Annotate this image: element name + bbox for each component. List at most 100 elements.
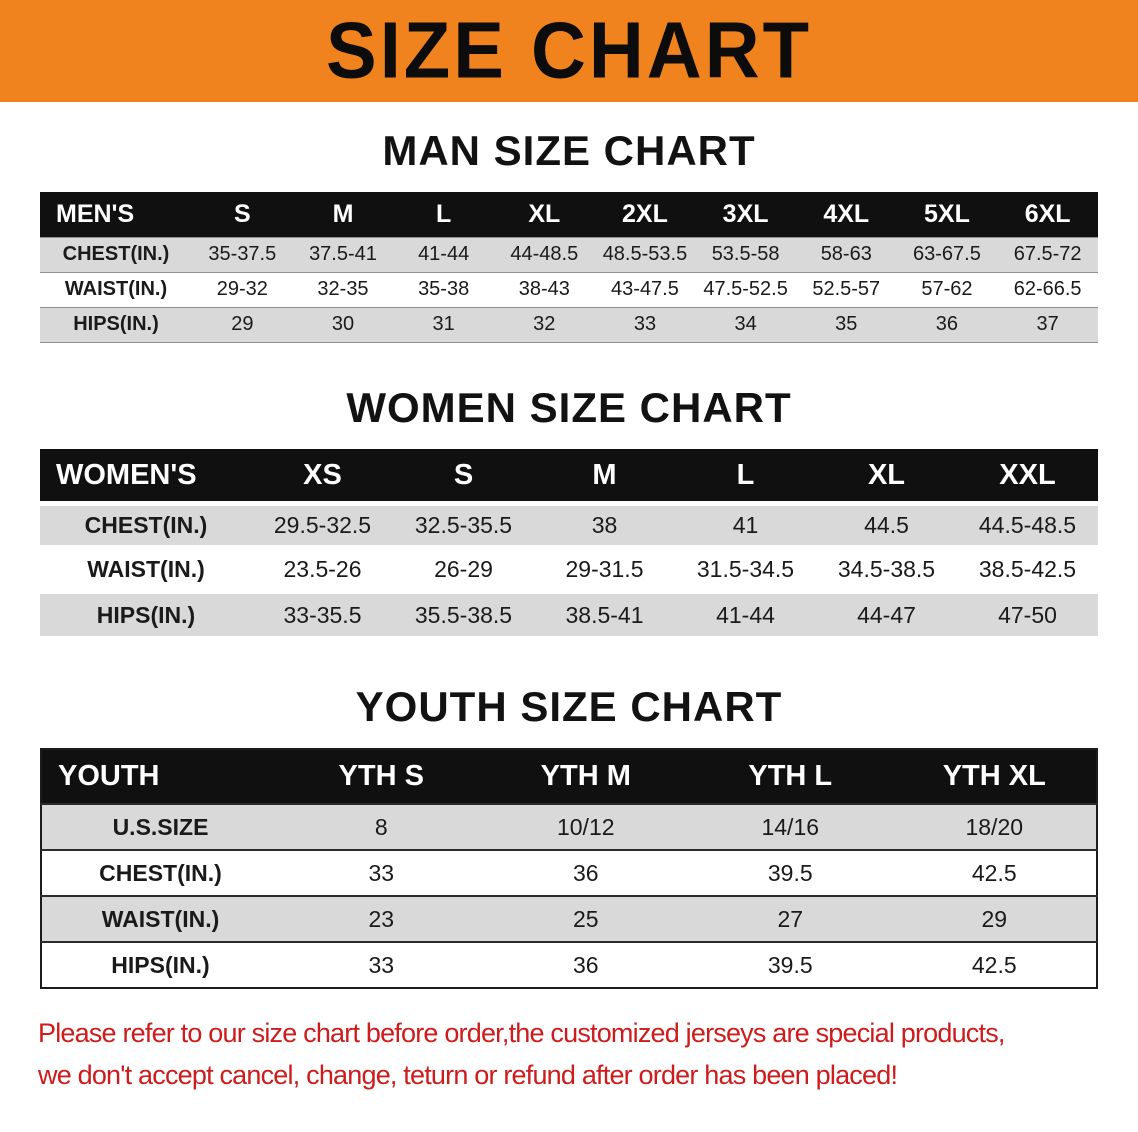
size-value-cell: 58-63 [795, 236, 897, 273]
table-title-cell: MEN'S [56, 199, 135, 228]
table-row: HIPS(IN.) 33 36 39.5 42.5 [41, 941, 1097, 989]
table-header-row: YOUTH YTH S YTH M YTH L YTH XL [41, 749, 1097, 805]
size-value-cell: 33-35.5 [252, 589, 393, 636]
size-column-header: 4XL [823, 199, 870, 228]
size-value-cell: 31 [393, 306, 494, 343]
size-value-cell: 29-32 [192, 271, 293, 308]
size-value-cell: 29.5-32.5 [252, 501, 393, 548]
size-value-cell: 29-31.5 [534, 545, 675, 592]
women-size-chart-heading: WOMEN SIZE CHART [346, 383, 792, 431]
table-row: HIPS(IN.) 29 30 31 32 33 34 35 36 37 [40, 306, 1098, 343]
size-column-header: L [436, 199, 452, 228]
size-value-cell: 14/16 [688, 803, 893, 851]
size-column-header: L [736, 458, 755, 491]
youth-size-chart-section: YOUTH SIZE CHART YOUTH YTH S YTH M YTH L YTH… [0, 683, 1138, 990]
table-row: WAIST(IN.) 23 25 27 29 [41, 895, 1097, 943]
size-value-cell: 33 [594, 306, 696, 343]
size-value-cell: 41-44 [393, 236, 494, 273]
size-column-header: 6XL [1024, 199, 1071, 228]
size-chart-banner: SIZE CHART [0, 0, 1138, 102]
size-value-cell: 37.5-41 [292, 236, 394, 273]
size-value-cell: 27 [688, 895, 893, 943]
size-column-header: XXL [999, 458, 1056, 491]
women-size-chart-section: WOMEN SIZE CHART WOMEN'S XS S M L XL XXL CHEST(… [0, 383, 1138, 636]
size-chart-page: SIZE CHART MAN SIZE CHART MEN'S S M L XL 2XL 3… [0, 0, 1138, 1097]
size-value-cell: 32-35 [292, 271, 394, 308]
table-header-row: MEN'S S M L XL 2XL 3XL 4XL 5XL 6XL [40, 192, 1098, 238]
size-value-cell: 35 [795, 306, 897, 343]
size-value-cell: 39.5 [688, 849, 893, 897]
size-value-cell: 53.5-58 [695, 236, 796, 273]
size-value-cell: 25 [483, 895, 688, 943]
size-value-cell: 8 [279, 803, 484, 851]
size-column-header: YTH S [338, 760, 424, 793]
size-column-header: YTH XL [942, 760, 1046, 793]
size-value-cell: 26-29 [393, 545, 534, 592]
size-value-cell: 52.5-57 [795, 271, 897, 308]
measurement-label: WAIST(IN.) [40, 271, 192, 308]
size-value-cell: 31.5-34.5 [675, 545, 816, 592]
size-column-header: XL [528, 199, 561, 228]
size-value-cell: 35-37.5 [192, 236, 293, 273]
size-column-header: YTH L [748, 760, 833, 793]
size-value-cell: 29 [192, 306, 293, 343]
size-value-cell: 33 [279, 941, 484, 989]
size-column-header: 2XL [622, 199, 668, 228]
measurement-label: CHEST(IN.) [40, 236, 192, 273]
size-column-header: YTH M [540, 760, 631, 793]
measurement-label: HIPS(IN.) [41, 941, 279, 989]
size-value-cell: 32.5-35.5 [393, 501, 534, 548]
table-row: HIPS(IN.) 33-35.5 35.5-38.5 38.5-41 41-44 44-… [40, 589, 1098, 636]
size-value-cell: 41 [675, 501, 816, 548]
size-value-cell: 47-50 [957, 589, 1098, 636]
size-value-cell: 63-67.5 [896, 236, 998, 273]
size-value-cell: 41-44 [675, 589, 816, 636]
size-value-cell: 36 [483, 849, 688, 897]
size-value-cell: 67.5-72 [997, 236, 1098, 273]
size-value-cell: 44.5-48.5 [957, 501, 1098, 548]
table-row: WAIST(IN.) 23.5-26 26-29 29-31.5 31.5-34.5 34… [40, 545, 1098, 592]
measurement-label: WAIST(IN.) [40, 545, 252, 592]
size-value-cell: 44-48.5 [493, 236, 595, 273]
size-value-cell: 38.5-41 [534, 589, 675, 636]
size-value-cell: 36 [896, 306, 998, 343]
size-value-cell: 36 [483, 941, 688, 989]
size-column-header: XS [303, 458, 342, 491]
size-value-cell: 35.5-38.5 [393, 589, 534, 636]
size-value-cell: 38 [534, 501, 675, 548]
size-value-cell: 30 [292, 306, 394, 343]
size-value-cell: 18/20 [892, 803, 1097, 851]
men-size-table: MEN'S S M L XL 2XL 3XL 4XL 5XL 6XL CHEST(IN.) 35-37… [40, 192, 1098, 343]
table-row: CHEST(IN.) 29.5-32.5 32.5-35.5 38 41 44.5 44.5… [40, 501, 1098, 548]
size-value-cell: 34 [695, 306, 796, 343]
size-value-cell: 34.5-38.5 [816, 545, 957, 592]
measurement-label: WAIST(IN.) [41, 895, 279, 943]
size-value-cell: 47.5-52.5 [695, 271, 796, 308]
measurement-label: CHEST(IN.) [40, 501, 252, 548]
size-value-cell: 38.5-42.5 [957, 545, 1098, 592]
size-value-cell: 48.5-53.5 [594, 236, 696, 273]
women-size-table: WOMEN'S XS S M L XL XXL CHEST(IN.) 29.5-32.5 32.5… [40, 448, 1098, 636]
measurement-label: HIPS(IN.) [40, 589, 252, 636]
man-size-chart-heading: MAN SIZE CHART [382, 127, 756, 174]
table-row: U.S.SIZE 8 10/12 14/16 18/20 [41, 803, 1097, 851]
page-title: SIZE CHART [326, 5, 812, 96]
table-title-cell: YOUTH [58, 760, 160, 793]
size-value-cell: 44.5 [816, 501, 957, 548]
size-value-cell: 62-66.5 [997, 271, 1098, 308]
disclaimer-line-1: Please refer to our size chart before or… [38, 1018, 1005, 1049]
disclaimer: Please refer to our size chart before or… [38, 1013, 1108, 1097]
size-value-cell: 38-43 [493, 271, 595, 308]
size-value-cell: 43-47.5 [594, 271, 696, 308]
size-value-cell: 29 [892, 895, 1097, 943]
size-value-cell: 10/12 [483, 803, 688, 851]
size-column-header: XL [867, 458, 906, 491]
size-column-header: M [592, 458, 617, 491]
size-value-cell: 23 [279, 895, 484, 943]
size-value-cell: 44-47 [816, 589, 957, 636]
size-column-header: 3XL [722, 199, 769, 228]
man-size-chart-section: MAN SIZE CHART MEN'S S M L XL 2XL 3XL 4XL 5XL 6XL… [0, 127, 1138, 343]
youth-size-table: YOUTH YTH S YTH M YTH L YTH XL U.S.SIZE 8 10/12… [40, 748, 1098, 990]
table-header-row: WOMEN'S XS S M L XL XXL [40, 448, 1098, 504]
measurement-label: HIPS(IN.) [40, 306, 192, 343]
